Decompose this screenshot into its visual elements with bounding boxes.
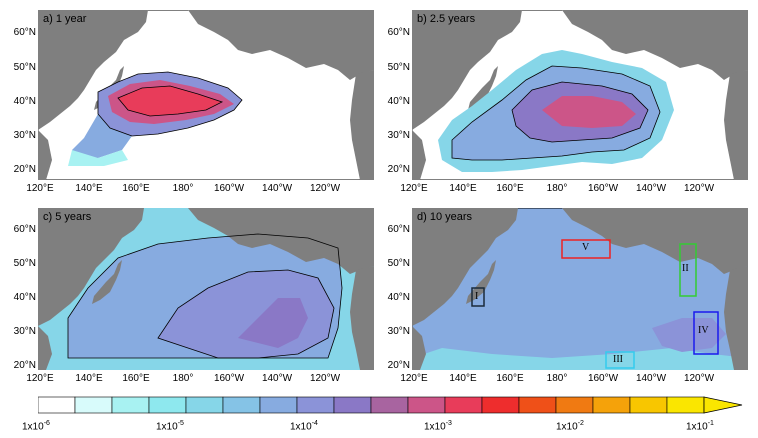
lon-label: 140°W: [261, 183, 293, 194]
colorbar-cell: [111, 396, 150, 414]
region-label-ii: II: [682, 263, 689, 274]
lat-label: 50°N: [387, 62, 410, 73]
lon-label: 140°E: [75, 373, 103, 384]
lon-label: 140°W: [635, 373, 667, 384]
region-label-v: V: [582, 242, 590, 253]
colorbar-cell: [296, 396, 335, 414]
lon-label: 140°E: [75, 183, 103, 194]
colorbar-cell: [37, 396, 76, 414]
lat-label: 50°N: [13, 258, 36, 269]
lon-label: 120°W: [309, 373, 341, 384]
lon-label: 140°W: [261, 373, 293, 384]
region-box-ii: [679, 243, 697, 297]
lon-label: 160°E: [122, 183, 150, 194]
map-panel-d: d) 10 years I II III IV V: [412, 208, 748, 370]
colorbar-label: 1x10-5: [156, 420, 184, 433]
map-panel-c: c) 5 years: [38, 208, 374, 370]
lat-label: 30°N: [13, 326, 36, 337]
colorbar-cell: [148, 396, 187, 414]
lat-label: 60°N: [387, 27, 410, 38]
lon-label: 120°W: [683, 183, 715, 194]
region-label-i: I: [475, 291, 479, 302]
lat-label: 20°N: [387, 360, 410, 371]
lat-label: 20°N: [13, 164, 36, 175]
lat-label: 60°N: [13, 27, 36, 38]
map-a-svg: [38, 10, 374, 180]
lon-label: 160°E: [496, 183, 524, 194]
lon-label: 160°E: [496, 373, 524, 384]
lat-label: 40°N: [387, 96, 410, 107]
panel-d-title: d) 10 years: [417, 211, 473, 223]
map-c-svg: [38, 208, 374, 370]
lon-label: 120°E: [26, 183, 54, 194]
lon-label: 180°: [546, 373, 568, 384]
colorbar-cell: [370, 396, 409, 414]
lon-label: 120°E: [400, 183, 428, 194]
colorbar-cell: [555, 396, 594, 414]
colorbar-cell: [481, 396, 520, 414]
lat-label: 40°N: [387, 292, 410, 303]
colorbar-cell: [444, 396, 483, 414]
colorbar-cell: [259, 396, 298, 414]
lon-label: 180°: [546, 183, 568, 194]
lat-label: 20°N: [387, 164, 410, 175]
lon-label: 120°W: [683, 373, 715, 384]
region-box-iii: [605, 351, 635, 369]
region-box-iv: [693, 311, 719, 355]
lat-label: 30°N: [387, 130, 410, 141]
lon-label: 160°W: [587, 373, 619, 384]
lon-label: 120°W: [309, 183, 341, 194]
colorbar-cell: [333, 396, 372, 414]
region-label-iii: III: [613, 354, 623, 365]
lat-label: 40°N: [13, 96, 36, 107]
lon-label: 140°E: [449, 373, 477, 384]
colorbar: [37, 396, 744, 419]
lon-label: 160°W: [213, 373, 245, 384]
colorbar-cell: [666, 396, 705, 414]
lon-label: 180°: [172, 373, 194, 384]
colorbar-label: 1x10-3: [424, 420, 452, 433]
map-panel-a: a) 1 year: [38, 10, 374, 180]
region-label-iv: IV: [698, 325, 709, 336]
lat-label: 30°N: [387, 326, 410, 337]
lon-label: 140°E: [449, 183, 477, 194]
lon-label: 120°E: [400, 373, 428, 384]
panel-c-title: c) 5 years: [43, 211, 92, 223]
colorbar-label: 1x10-4: [290, 420, 318, 433]
colorbar-cell: [518, 396, 557, 414]
lat-label: 30°N: [13, 130, 36, 141]
lon-label: 180°: [172, 183, 194, 194]
lon-label: 120°E: [26, 373, 54, 384]
lon-label: 160°W: [213, 183, 245, 194]
panel-a-title: a) 1 year: [43, 13, 87, 25]
lat-label: 20°N: [13, 360, 36, 371]
lon-label: 160°E: [122, 373, 150, 384]
colorbar-cell: [407, 396, 446, 414]
lon-label: 160°W: [587, 183, 619, 194]
colorbar-cell: [74, 396, 113, 414]
lat-label: 60°N: [13, 224, 36, 235]
region-box-i: [471, 287, 485, 307]
colorbar-cell: [592, 396, 631, 414]
region-box-v: [561, 239, 611, 259]
map-panel-b: b) 2.5 years: [412, 10, 748, 180]
colorbar-cell: [185, 396, 224, 414]
panel-b-title: b) 2.5 years: [417, 13, 476, 25]
colorbar-cell: [222, 396, 261, 414]
colorbar-cell: [629, 396, 668, 414]
colorbar-label: 1x10-2: [556, 420, 584, 433]
lat-label: 50°N: [13, 62, 36, 73]
lat-label: 60°N: [387, 224, 410, 235]
lon-label: 140°W: [635, 183, 667, 194]
colorbar-label: 1x10-6: [22, 420, 50, 433]
colorbar-svg: [37, 396, 743, 414]
lat-label: 50°N: [387, 258, 410, 269]
map-b-svg: [412, 10, 748, 180]
lat-label: 40°N: [13, 292, 36, 303]
map-d-svg: [412, 208, 748, 370]
colorbar-label: 1x10-1: [686, 420, 714, 433]
